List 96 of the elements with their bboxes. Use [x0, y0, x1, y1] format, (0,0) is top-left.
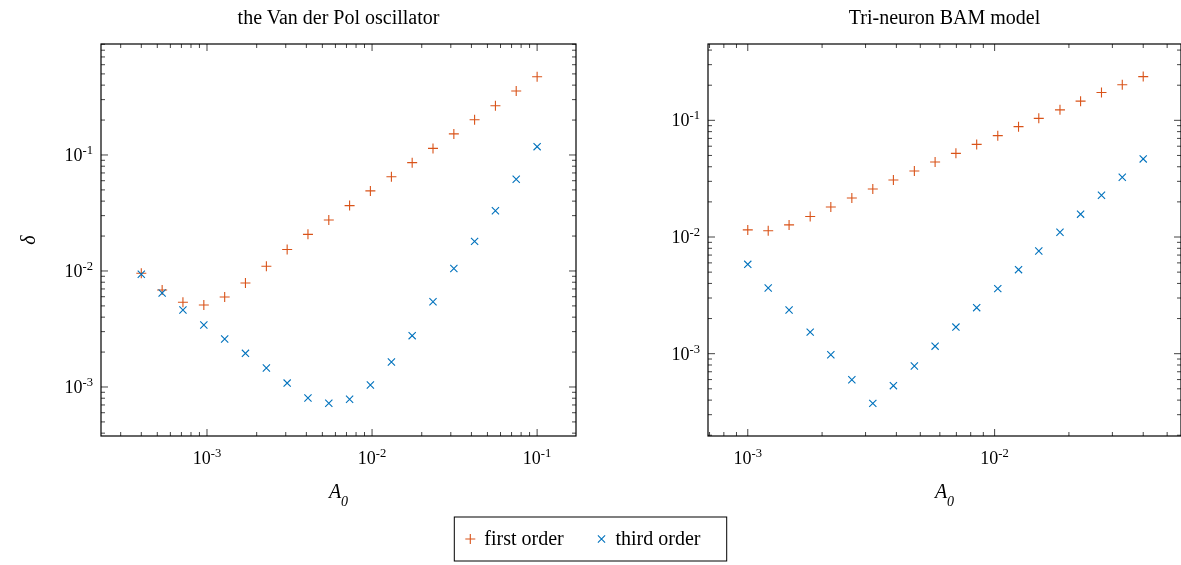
- point: [993, 284, 1002, 293]
- point: [345, 395, 354, 404]
- point: [364, 185, 376, 197]
- point: [742, 224, 754, 236]
- point: [510, 85, 522, 97]
- y-tick-label: 10$^{-3}$: [671, 341, 700, 364]
- point: [887, 174, 899, 186]
- point: [239, 277, 251, 289]
- point: [219, 291, 231, 303]
- point: [199, 320, 208, 330]
- point: [262, 363, 271, 373]
- point: [908, 165, 920, 177]
- chart-title: Tri-neuron BAM model: [848, 6, 1041, 28]
- x-tick-label: 10$^{-3}$: [733, 446, 763, 468]
- legend-label: first order: [484, 527, 565, 549]
- point: [428, 297, 438, 306]
- point: [178, 305, 188, 315]
- point: [950, 147, 962, 159]
- point: [784, 305, 794, 315]
- point: [283, 378, 292, 388]
- legend-label: third order: [615, 527, 701, 549]
- point: [241, 349, 250, 358]
- point: [198, 299, 210, 311]
- point: [491, 206, 500, 215]
- x-tick-label: 10$^{-3}$: [192, 446, 222, 468]
- point: [1095, 87, 1108, 99]
- point: [825, 201, 837, 213]
- point: [406, 157, 418, 169]
- point: [303, 393, 313, 403]
- point: [302, 228, 314, 240]
- point: [260, 260, 272, 272]
- point: [157, 288, 167, 298]
- y-axis-title: δ: [17, 234, 39, 245]
- point: [344, 200, 356, 212]
- point: [992, 130, 1004, 142]
- point: [806, 327, 815, 337]
- point: [930, 342, 940, 351]
- x-tick-label: 10$^{-1}$: [522, 446, 552, 468]
- point: [783, 219, 795, 231]
- point: [762, 225, 774, 237]
- point: [1118, 173, 1127, 182]
- y-tick-label: 10$^{-3}$: [64, 374, 93, 397]
- point: [532, 142, 542, 151]
- point: [910, 361, 919, 371]
- point: [867, 183, 879, 195]
- point: [929, 156, 941, 168]
- point: [1137, 71, 1149, 83]
- point: [1075, 95, 1087, 107]
- point: [889, 381, 898, 390]
- point: [220, 334, 229, 344]
- y-tick-label: 10$^{-1}$: [64, 142, 93, 165]
- point: [448, 128, 460, 140]
- x-tick-label: 10$^{-2}$: [357, 446, 387, 468]
- point: [1033, 112, 1045, 124]
- point: [1054, 104, 1066, 116]
- point: [972, 303, 981, 312]
- point: [1034, 246, 1043, 256]
- point: [324, 399, 333, 408]
- point: [323, 214, 335, 226]
- y-tick-label: 10$^{-1}$: [671, 108, 700, 131]
- point: [951, 322, 961, 332]
- point: [427, 142, 439, 154]
- point: [366, 380, 375, 390]
- point: [764, 283, 773, 293]
- point: [743, 260, 752, 269]
- point: [847, 375, 856, 384]
- point: [1012, 121, 1025, 133]
- point: [1055, 228, 1065, 237]
- point: [385, 171, 397, 183]
- y-tick-label: 10$^{-2}$: [64, 258, 93, 281]
- point: [1139, 154, 1148, 164]
- point: [531, 71, 543, 83]
- x-tick-label: 10$^{-2}$: [980, 446, 1009, 468]
- point: [470, 237, 479, 246]
- point: [281, 244, 293, 256]
- point: [449, 264, 458, 273]
- point: [1097, 191, 1106, 200]
- point: [846, 192, 858, 204]
- point: [512, 175, 521, 184]
- point: [868, 399, 877, 408]
- y-tick-label: 10$^{-2}$: [671, 225, 700, 247]
- point: [1116, 79, 1128, 91]
- point: [177, 296, 189, 308]
- chart-title: the Van der Pol oscillator: [237, 6, 440, 28]
- point: [408, 331, 417, 340]
- x-axis-title: A$_{0}$: [326, 480, 349, 509]
- point: [1076, 210, 1085, 219]
- point: [489, 100, 501, 112]
- point: [971, 138, 983, 150]
- point: [156, 284, 168, 296]
- x-axis-title: A$_{0}$: [932, 480, 955, 509]
- point: [826, 350, 835, 359]
- point: [469, 114, 481, 126]
- point: [387, 357, 396, 367]
- point: [1014, 265, 1023, 274]
- point: [804, 210, 816, 223]
